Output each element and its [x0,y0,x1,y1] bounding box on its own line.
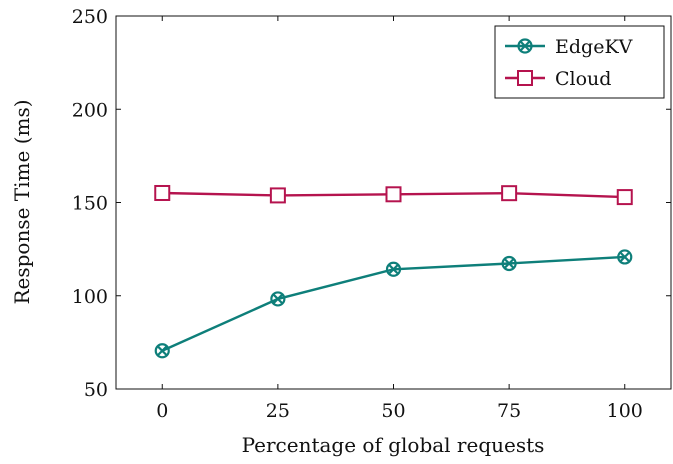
y-tick-label: 250 [72,6,108,28]
data-point-edgekv [270,291,286,307]
marker-circle [501,255,517,272]
series-edgekv [154,249,633,359]
marker-cross [619,251,631,263]
data-point-cloud [616,189,633,206]
y-tick-label: 150 [72,193,108,215]
legend-marker-cloud [517,70,533,86]
data-point-cloud [154,184,171,201]
x-tick-label: 0 [156,400,168,422]
data-point-cloud [501,185,518,202]
marker-cross [388,263,399,275]
series-cloud [154,184,633,206]
data-point-cloud [385,186,402,203]
marker-circle [617,249,633,265]
x-tick-label: 100 [607,400,643,422]
series-line-edgekv [161,255,625,352]
x-tick-label: 75 [497,400,521,422]
data-point-edgekv [617,249,633,265]
y-axis-label: Response Time (ms) [10,99,34,304]
data-point-edgekv [154,343,170,359]
marker-circle [385,261,402,277]
series [154,184,633,359]
legend-entry-edgekv: EdgeKV [505,36,633,58]
x-tick-label: 25 [266,400,290,422]
x-axis-label: Percentage of global requests [242,433,545,457]
legend: EdgeKV Cloud [494,25,665,99]
marker-cross [503,258,515,269]
legend-marker-edgekv [517,38,533,54]
x-tick-label: 50 [381,400,405,422]
legend-label-edgekv: EdgeKV [555,36,633,58]
y-tick-label: 100 [72,286,108,308]
y-tick-label: 50 [84,379,108,401]
marker-circle [517,38,533,54]
marker-circle [154,343,170,359]
axes: 50 100 150 200 250 0 25 50 75 100 [72,6,672,422]
marker-circle [270,291,286,307]
marker-cross [156,345,168,357]
y-tick-label: 200 [72,99,108,121]
data-point-edgekv [501,255,517,272]
legend-entry-cloud: Cloud [505,68,611,90]
marker-cross [272,293,284,305]
data-point-edgekv [385,261,402,277]
legend-label-cloud: Cloud [555,68,611,90]
marker-cross [519,40,531,52]
data-point-cloud [269,187,286,204]
